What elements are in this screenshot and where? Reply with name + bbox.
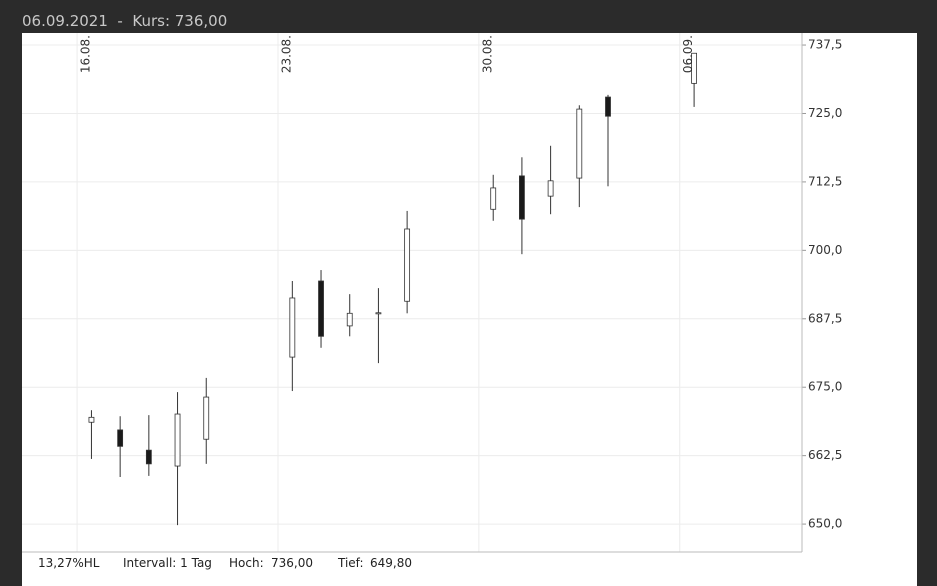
low-value: 649,80 [370,556,412,570]
chart-panel [22,33,917,586]
candle-body [547,180,554,197]
y-tick-label: 687,5 [808,311,842,325]
y-tick-label: 650,0 [808,517,842,531]
x-tick-label: 23.08. [279,35,293,73]
x-tick-label: 30.08. [480,35,494,73]
candle-body [203,396,210,440]
candle-body [605,96,611,117]
candle-body [289,297,296,358]
high-value: 736,00 [271,556,313,570]
header-title: 06.09.2021 - Kurs: 736,00 [22,12,228,30]
low-label: Tief: [338,556,364,570]
candle-body [145,449,152,465]
candle-body [318,280,324,337]
candle-body [576,108,583,179]
candle-body [519,175,525,220]
y-tick-label: 737,5 [808,38,842,52]
candle-body [691,52,697,84]
y-tick-label: 700,0 [808,243,842,257]
candle-body [117,429,124,447]
candle-body [375,312,382,315]
candle-body [490,187,497,210]
y-tick-label: 675,0 [808,380,842,394]
y-tick-label: 662,5 [808,448,842,462]
y-tick-label: 725,0 [808,106,842,120]
range-text: 13,27%HL [38,556,100,570]
y-tick-label: 712,5 [808,174,842,188]
candle-body [346,312,353,327]
candle-body [404,228,411,302]
interval-text: Intervall: 1 Tag [123,556,212,570]
candle-body [88,416,95,423]
candle-body [174,413,181,467]
x-tick-label: 16.08. [79,35,93,73]
high-label: Hoch: [229,556,264,570]
